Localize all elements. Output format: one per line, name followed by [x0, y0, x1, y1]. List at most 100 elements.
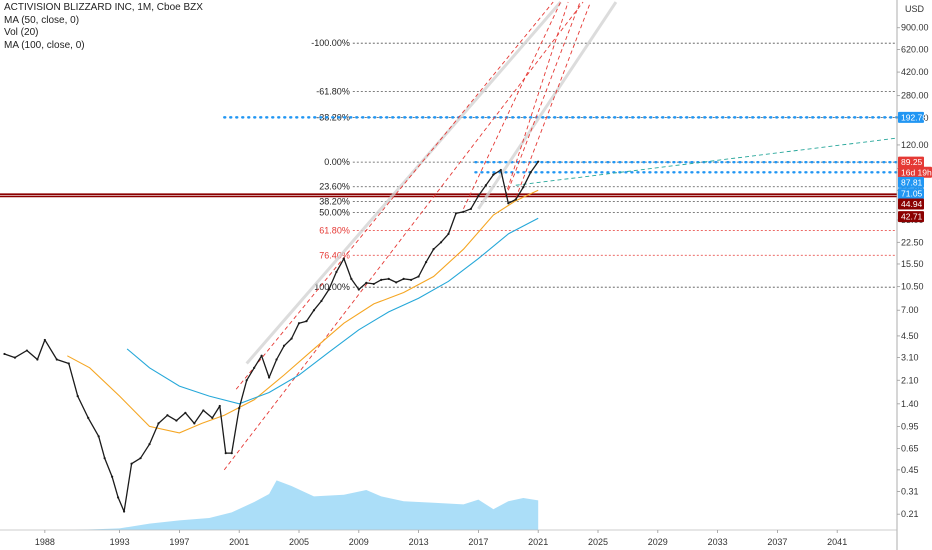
price-point — [253, 366, 256, 369]
price-point — [335, 270, 338, 274]
y-tick-label: 120.00 — [901, 140, 929, 150]
y-tick-label: 420.00 — [901, 67, 929, 77]
x-tick-label: 2029 — [648, 537, 668, 547]
price-point — [469, 207, 473, 210]
x-tick-label: 1988 — [35, 537, 55, 547]
price-tag-bg — [898, 176, 924, 188]
fib-level-label: -100.00% — [311, 38, 350, 48]
price-point — [218, 404, 221, 408]
price-point — [122, 510, 126, 513]
x-tick-label: 2037 — [767, 537, 787, 547]
price-point — [117, 496, 120, 499]
price-tag-label: 44.94 — [901, 199, 923, 209]
fib-level-label: 61.80% — [319, 226, 350, 236]
y-tick-label: 900.00 — [901, 23, 929, 33]
price-point — [424, 261, 428, 264]
price-tag-bg — [898, 211, 924, 223]
price-point — [43, 338, 46, 342]
price-point — [3, 352, 6, 356]
price-point — [224, 452, 227, 455]
price-point — [447, 232, 450, 235]
price-point — [454, 212, 458, 215]
fib-level-label: 50.00% — [319, 208, 350, 218]
price-point — [499, 168, 502, 172]
price-point — [372, 282, 375, 286]
x-tick-label: 2025 — [588, 537, 608, 547]
legend-ma100: MA (100, close, 0) — [4, 39, 85, 51]
y-tick-label: 0.31 — [901, 487, 919, 497]
y-tick-label: 0.45 — [901, 465, 919, 475]
price-point — [139, 457, 142, 460]
price-point — [365, 281, 368, 284]
channel-line — [515, 1, 591, 199]
price-point — [211, 416, 214, 419]
price-point — [157, 422, 160, 425]
price-point — [282, 344, 286, 347]
price-tag-label: 89.25 — [901, 157, 923, 167]
x-tick-label: 2009 — [349, 537, 369, 547]
currency-label: USD — [905, 4, 925, 14]
x-tick-label: 1997 — [169, 537, 189, 547]
volume-area — [0, 480, 539, 530]
price-point — [507, 202, 510, 205]
fib-level-label: 38.20% — [319, 196, 350, 206]
price-point — [25, 349, 29, 352]
price-point — [380, 278, 383, 281]
legend-volume: Vol (20) — [4, 27, 39, 38]
y-tick-label: 15.50 — [901, 259, 924, 269]
price-tag-label: 192.78 — [901, 112, 927, 122]
price-tag-label: 71.05 — [901, 189, 923, 199]
channel-line — [223, 1, 584, 471]
price-point — [36, 358, 39, 361]
legend-ma50: MA (50, close, 0) — [4, 14, 80, 26]
y-tick-label: 280.00 — [901, 91, 929, 101]
price-point — [175, 419, 178, 422]
moving-average-line — [126, 217, 539, 405]
price-point — [477, 194, 480, 197]
y-tick-label: 620.00 — [901, 44, 929, 54]
price-layer — [3, 160, 540, 513]
channel-line — [235, 1, 554, 390]
fib-level-label: 0.00% — [324, 157, 350, 167]
price-point — [202, 409, 205, 412]
price-point — [357, 288, 360, 291]
x-tick-label: 2017 — [468, 537, 488, 547]
y-tick-label: 1.40 — [901, 399, 919, 409]
y-tick-label: 0.95 — [901, 421, 919, 431]
price-point — [55, 358, 58, 361]
price-point — [184, 411, 187, 414]
x-tick-label: 1993 — [110, 537, 130, 547]
price-tag-label: 87.81 — [901, 177, 923, 187]
price-point — [148, 443, 151, 446]
price-point — [305, 320, 308, 323]
legend-title: ACTIVISION BLIZZARD INC, 1M, Cboe BZX — [4, 2, 203, 13]
drawing-lines-layer — [0, 1, 899, 471]
x-tick-label: 2013 — [409, 537, 429, 547]
fibonacci-layer: -100.00%-61.80%-38.20%0.00%23.60%38.20%5… — [311, 38, 897, 292]
price-point — [320, 299, 323, 303]
price-point — [275, 358, 278, 361]
y-tick-label: 7.00 — [901, 305, 919, 315]
channel-line — [515, 137, 898, 186]
moving-average-line — [67, 189, 539, 434]
price-point — [327, 288, 330, 291]
fib-level-label: -61.80% — [316, 87, 350, 97]
channel-line — [463, 1, 562, 210]
price-point — [484, 184, 487, 187]
price-point — [462, 210, 465, 213]
y-tick-label: 10.50 — [901, 282, 924, 292]
price-tag-label: 16d 19h — [901, 167, 932, 177]
fib-level-label: 76.40% — [319, 250, 350, 260]
price-tag-bg — [898, 111, 924, 123]
price-point — [67, 362, 70, 365]
price-point — [297, 322, 301, 325]
y-tick-label: 22.50 — [901, 237, 924, 247]
price-tag-label: 42.71 — [901, 212, 923, 222]
trend-line — [245, 1, 562, 365]
x-tick-label: 2033 — [708, 537, 728, 547]
x-tick-label: 2041 — [827, 537, 847, 547]
price-point — [514, 198, 517, 201]
